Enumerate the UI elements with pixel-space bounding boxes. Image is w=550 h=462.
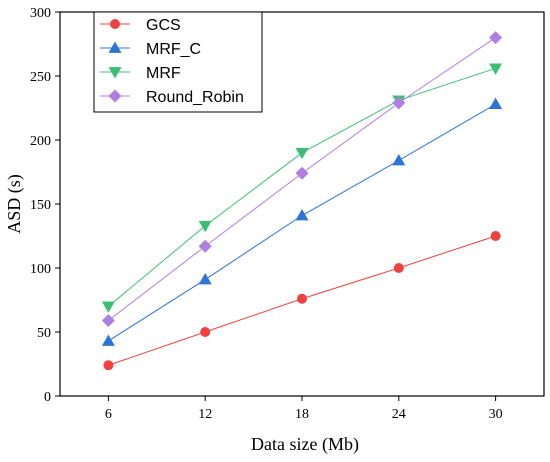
y-tick-label: 50 bbox=[37, 326, 51, 341]
series-mrf-c bbox=[101, 97, 503, 346]
legend-label: MRF_C bbox=[146, 41, 201, 58]
y-tick-label: 250 bbox=[30, 70, 51, 85]
y-tick-label: 200 bbox=[30, 134, 51, 149]
x-tick-label: 12 bbox=[198, 407, 212, 422]
y-tick-label: 150 bbox=[30, 198, 51, 213]
data-point bbox=[393, 263, 404, 273]
series-group bbox=[101, 31, 503, 371]
x-tick-label: 6 bbox=[105, 407, 112, 422]
data-point bbox=[392, 96, 406, 110]
y-axis-ticks: 0 50 100 150 200 250 300 bbox=[30, 6, 60, 405]
data-point bbox=[392, 153, 406, 166]
data-point bbox=[198, 239, 212, 253]
data-point bbox=[489, 63, 503, 75]
legend-marker bbox=[108, 41, 122, 53]
data-point bbox=[198, 220, 212, 233]
legend-marker bbox=[108, 89, 122, 103]
data-point bbox=[101, 301, 115, 313]
y-tick-label: 300 bbox=[30, 6, 51, 21]
data-point bbox=[490, 231, 501, 241]
series-gcs bbox=[103, 231, 501, 371]
x-tick-label: 30 bbox=[489, 407, 503, 422]
data-point bbox=[489, 31, 503, 45]
x-tick-label: 18 bbox=[295, 407, 309, 422]
y-tick-label: 0 bbox=[44, 390, 51, 405]
legend-label: GCS bbox=[146, 17, 181, 34]
y-axis-title: ASD (s) bbox=[4, 174, 25, 234]
data-point bbox=[295, 166, 309, 180]
data-point bbox=[295, 209, 309, 221]
data-point bbox=[295, 147, 309, 160]
data-point bbox=[200, 327, 211, 337]
data-point bbox=[489, 97, 503, 110]
legend: GCS MRF_C MRF Round_Robin bbox=[93, 11, 263, 113]
data-point bbox=[297, 293, 307, 304]
legend-label: Round_Robin bbox=[146, 89, 244, 106]
x-tick-label: 24 bbox=[392, 407, 406, 422]
series-line bbox=[108, 103, 496, 342]
data-point bbox=[101, 334, 115, 346]
data-point bbox=[198, 273, 212, 285]
legend-box bbox=[93, 11, 263, 113]
x-axis-title: Data size (Mb) bbox=[251, 434, 359, 455]
legend-label: MRF bbox=[146, 65, 181, 82]
legend-marker bbox=[110, 19, 120, 29]
x-axis-ticks: 6 12 18 24 30 bbox=[105, 396, 503, 422]
legend-marker bbox=[108, 67, 122, 79]
data-point bbox=[103, 360, 114, 371]
data-point bbox=[101, 313, 115, 327]
y-tick-label: 100 bbox=[30, 262, 51, 277]
series-mrf bbox=[101, 63, 503, 313]
series-round-robin bbox=[101, 31, 503, 327]
